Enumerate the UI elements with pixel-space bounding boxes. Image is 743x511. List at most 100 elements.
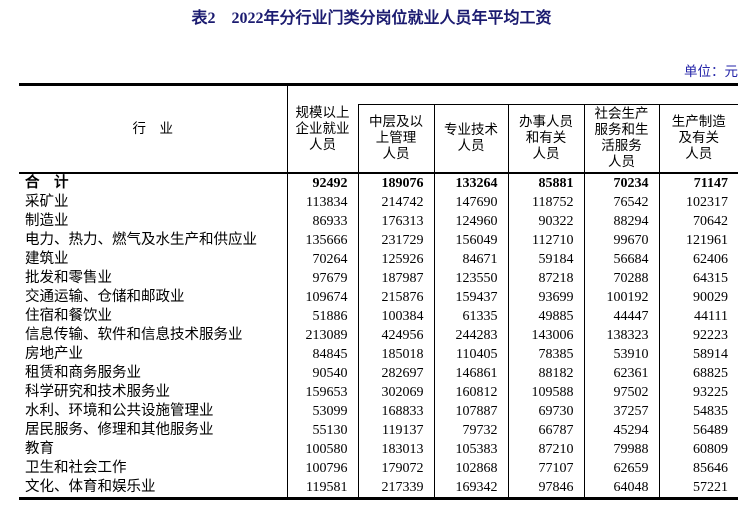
value-cell: 64048 (583, 477, 659, 498)
value-cell: 102868 (433, 458, 508, 478)
value-cell: 51886 (286, 306, 358, 326)
value-cell: 100192 (583, 287, 659, 307)
header-clerical-staff: 办事人员 和有关 人员 (507, 104, 584, 174)
value-cell: 123550 (433, 268, 508, 288)
industry-cell: 水利、环境和公共设施管理业 (25, 402, 214, 419)
value-cell: 87218 (507, 268, 584, 288)
industry-cell: 卫生和社会工作 (25, 459, 127, 476)
table-row: 住宿和餐饮业 51886 100384 61335 49885 44447 44111 (19, 306, 738, 326)
industry-cell: 批发和零售业 (25, 269, 112, 286)
value-cell: 62406 (658, 249, 738, 269)
value-cell: 133264 (433, 172, 508, 193)
industry-cell: 科学研究和技术服务业 (25, 383, 170, 400)
industry-cell: 制造业 (25, 212, 69, 229)
value-cell: 282697 (357, 363, 434, 383)
value-cell: 85646 (658, 458, 738, 478)
value-cell: 70642 (658, 211, 738, 231)
value-cell: 105383 (433, 439, 508, 459)
value-cell: 107887 (433, 401, 508, 421)
table-body: 合 计 92492 189076 133264 85881 70234 71147 采矿业 11… (19, 172, 738, 498)
value-cell: 56489 (658, 420, 738, 440)
value-cell: 70288 (583, 268, 659, 288)
value-cell: 231729 (357, 230, 434, 250)
value-cell: 64315 (658, 268, 738, 288)
value-cell: 44111 (658, 306, 738, 326)
value-cell: 90029 (658, 287, 738, 307)
value-cell: 135666 (286, 230, 358, 250)
value-cell: 58914 (658, 344, 738, 364)
value-cell: 76542 (583, 192, 659, 212)
value-cell: 62361 (583, 363, 659, 383)
header-social-production-services: 社会生产 服务和生 活服务 人员 (583, 104, 659, 174)
value-cell: 160812 (433, 382, 508, 402)
value-cell: 138323 (583, 325, 659, 345)
value-cell: 217339 (357, 477, 434, 498)
value-cell: 99670 (583, 230, 659, 250)
industry-cell: 居民服务、修理和其他服务业 (25, 421, 214, 438)
header-industry: 行 业 (19, 84, 287, 174)
industry-cell: 信息传输、软件和信息技术服务业 (25, 326, 243, 343)
value-cell: 88182 (507, 363, 584, 383)
value-cell: 187987 (357, 268, 434, 288)
value-cell: 60809 (658, 439, 738, 459)
value-cell: 69730 (507, 401, 584, 421)
value-cell: 147690 (433, 192, 508, 212)
industry-cell: 建筑业 (25, 250, 69, 267)
header-production-manufacturing: 生产制造 及有关 人员 (658, 104, 738, 174)
value-cell: 93225 (658, 382, 738, 402)
value-cell: 168833 (357, 401, 434, 421)
value-cell: 49885 (507, 306, 584, 326)
value-cell: 183013 (357, 439, 434, 459)
value-cell: 86933 (286, 211, 358, 231)
value-cell: 79732 (433, 420, 508, 440)
value-cell: 109588 (507, 382, 584, 402)
value-cell: 159653 (286, 382, 358, 402)
table-row: 批发和零售业 97679 187987 123550 87218 70288 64315 (19, 268, 738, 288)
wage-table: 行 业 规模以上 企业就业 人员 中层及以 上管理 人员 专业技术 人员 办事人… (19, 83, 738, 500)
value-cell: 113834 (286, 192, 358, 212)
value-cell: 112710 (507, 230, 584, 250)
value-cell: 93699 (507, 287, 584, 307)
industry-cell: 租赁和商务服务业 (25, 364, 141, 381)
value-cell: 97502 (583, 382, 659, 402)
table-row: 建筑业 70264 125926 84671 59184 56684 62406 (19, 249, 738, 269)
value-cell: 87210 (507, 439, 584, 459)
value-cell: 57221 (658, 477, 738, 498)
value-cell: 119581 (286, 477, 358, 498)
value-cell: 44447 (583, 306, 659, 326)
table-row: 信息传输、软件和信息技术服务业 213089 424956 244283 143006 1… (19, 325, 738, 345)
value-cell: 213089 (286, 325, 358, 345)
value-cell: 146861 (433, 363, 508, 383)
value-cell: 85881 (507, 172, 584, 193)
value-cell: 102317 (658, 192, 738, 212)
value-cell: 53099 (286, 401, 358, 421)
value-cell: 244283 (433, 325, 508, 345)
table-row: 教育 100580 183013 105383 87210 79988 60809 (19, 439, 738, 459)
value-cell: 70234 (583, 172, 659, 193)
value-cell: 97679 (286, 268, 358, 288)
value-cell: 84845 (286, 344, 358, 364)
value-cell: 77107 (507, 458, 584, 478)
industry-cell: 文化、体育和娱乐业 (25, 478, 156, 495)
value-cell: 54835 (658, 401, 738, 421)
table-row: 采矿业 113834 214742 147690 118752 76542 102317 (19, 192, 738, 212)
unit-label: 单位：元 (684, 64, 738, 79)
value-cell: 189076 (357, 172, 434, 193)
value-cell: 56684 (583, 249, 659, 269)
value-cell: 53910 (583, 344, 659, 364)
value-cell: 100796 (286, 458, 358, 478)
header-professional-technical: 专业技术 人员 (433, 104, 508, 174)
value-cell: 55130 (286, 420, 358, 440)
table-header: 行 业 规模以上 企业就业 人员 中层及以 上管理 人员 专业技术 人员 办事人… (19, 84, 738, 174)
value-cell: 62659 (583, 458, 659, 478)
table-row: 居民服务、修理和其他服务业 55130 119137 79732 66787 45294 5… (19, 420, 738, 440)
page-title: 表2 2022年分行业门类分岗位就业人员年平均工资 (191, 10, 552, 27)
value-cell: 143006 (507, 325, 584, 345)
value-cell: 156049 (433, 230, 508, 250)
value-cell: 92223 (658, 325, 738, 345)
value-cell: 169342 (433, 477, 508, 498)
header-row-positions: 中层及以 上管理 人员 专业技术 人员 办事人员 和有关 人员 社会生产 服务和… (19, 104, 738, 174)
table-row: 水利、环境和公共设施管理业 53099 168833 107887 69730 37257… (19, 401, 738, 421)
value-cell: 84671 (433, 249, 508, 269)
header-row-top: 行 业 规模以上 企业就业 人员 (19, 84, 738, 174)
